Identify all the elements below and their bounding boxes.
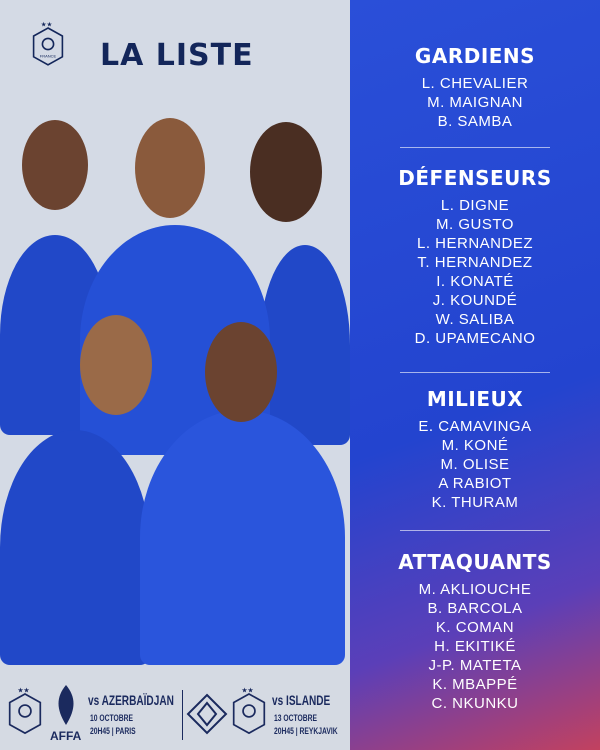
player-name: M. KONÉ xyxy=(441,437,509,454)
divider xyxy=(400,372,550,373)
player-name: M. OLISE xyxy=(440,456,510,473)
section-defenseurs: DÉFENSEURS L. DIGNE M. GUSTO L. HERNANDE… xyxy=(350,166,600,348)
affa-flame-logo xyxy=(58,685,74,725)
section-attaquants: ATTAQUANTS M. AKLIOUCHE B. BARCOLA K. CO… xyxy=(350,550,600,713)
player-name: M. MAIGNAN xyxy=(427,94,523,111)
squad-list-panel: GARDIENS L. CHEVALIER M. MAIGNAN B. SAMB… xyxy=(350,0,600,750)
match-opponent: vs AZERBAÏDJAN xyxy=(88,692,174,708)
divider xyxy=(182,690,183,740)
section-gardiens: GARDIENS L. CHEVALIER M. MAIGNAN B. SAMB… xyxy=(350,44,600,131)
player-name: K. THURAM xyxy=(431,494,519,511)
player-name: B. BARCOLA xyxy=(427,600,523,617)
player-name: T. HERNANDEZ xyxy=(417,254,533,271)
player-name: M. GUSTO xyxy=(436,216,514,233)
svg-text:FRANCE: FRANCE xyxy=(40,54,57,59)
section-heading: GARDIENS xyxy=(414,44,536,68)
fff-crest-logo: ★★ FRANCE xyxy=(32,21,64,66)
match-time-place: 20H45 | REYKJAVIK xyxy=(274,726,338,736)
page-title: LA LISTE xyxy=(100,38,254,73)
svg-text:★★: ★★ xyxy=(241,686,253,694)
fff-crest-logo: ★★ xyxy=(232,686,266,735)
player-name: J. KOUNDÉ xyxy=(432,292,518,309)
player-name: M. AKLIOUCHE xyxy=(418,581,532,598)
fff-crest-logo: ★★ xyxy=(8,686,42,735)
player-name: A RABIOT xyxy=(438,475,512,492)
player-name: E. CAMAVINGA xyxy=(418,418,532,435)
section-milieux: MILIEUX E. CAMAVINGA M. KONÉ M. OLISE A … xyxy=(350,387,600,512)
svg-text:★★: ★★ xyxy=(41,21,52,28)
photo-panel: ★★ FRANCE LA LISTE xyxy=(0,21,350,665)
section-heading: ATTAQUANTS xyxy=(398,550,552,574)
player-name: B. SAMBA xyxy=(437,113,513,130)
player-name: H. EKITIKÉ xyxy=(434,638,516,655)
player-name: K. COMAN xyxy=(435,619,515,636)
ksi-iceland-logo xyxy=(186,693,228,735)
player-name: D. UPAMECANO xyxy=(414,330,536,347)
player-name: K. MBAPPÉ xyxy=(432,676,518,693)
match-opponent: vs ISLANDE xyxy=(272,692,331,708)
player-name: L. DIGNE xyxy=(440,197,510,214)
player-name: J-P. MATETA xyxy=(428,657,522,674)
match-time-place: 20H45 | PARIS xyxy=(90,726,136,736)
player-name: I. KONATÉ xyxy=(436,273,514,290)
svg-text:★★: ★★ xyxy=(17,686,29,694)
match-date: 13 OCTOBRE xyxy=(274,713,318,723)
affa-logo-text: AFFA xyxy=(50,729,82,743)
fixtures-bar: ★★ AFFA vs AZERBAÏDJAN 10 OCTOBRE 20H45 … xyxy=(0,665,350,750)
player-name: C. NKUNKU xyxy=(431,695,519,712)
player-name: L. HERNANDEZ xyxy=(416,235,534,252)
section-heading: DÉFENSEURS xyxy=(398,166,552,190)
divider xyxy=(400,530,550,531)
player-name: W. SALIBA xyxy=(435,311,515,328)
section-heading: MILIEUX xyxy=(426,387,524,411)
player-name: L. CHEVALIER xyxy=(421,75,529,92)
divider xyxy=(400,147,550,148)
match-date: 10 OCTOBRE xyxy=(90,713,134,723)
